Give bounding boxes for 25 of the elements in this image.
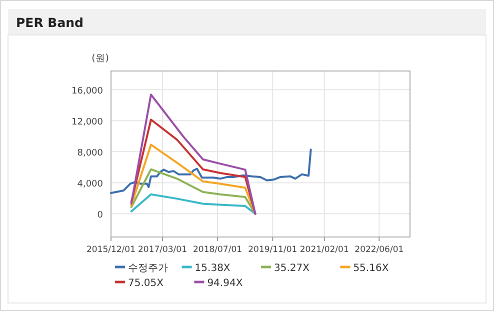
legend-label: 15.38X <box>194 263 230 274</box>
x-tick-label: 2021/02/01 <box>300 245 349 255</box>
y-tick-label: 16,000 <box>72 86 104 97</box>
line-series <box>130 118 256 215</box>
x-tick-label: 2017/03/01 <box>138 245 188 255</box>
y-tick-label: 4,000 <box>77 180 104 190</box>
legend-label: 수정주가 <box>128 263 168 274</box>
y-tick-label: 8,000 <box>77 148 104 159</box>
y-axis-title: (원) <box>92 53 109 64</box>
line-series <box>130 144 256 215</box>
x-tick-label: 2015/12/01 <box>86 245 136 255</box>
x-tick-label: 2022/06/01 <box>354 245 404 255</box>
line-series <box>130 94 256 215</box>
line-series <box>110 148 312 194</box>
line-series <box>130 193 256 215</box>
y-tick-label: 0 <box>97 210 104 221</box>
line-series <box>130 168 256 215</box>
legend-label: 35.27X <box>274 263 310 274</box>
legend-label: 55.16X <box>353 263 389 274</box>
legend-label: 94.94X <box>207 278 243 289</box>
legend-label: 75.05X <box>128 278 164 289</box>
chart-title: PER Band <box>16 15 84 30</box>
x-tick-label: 2018/07/01 <box>193 245 242 255</box>
y-tick-label: 12,000 <box>72 118 104 128</box>
x-tick-label: 2019/11/01 <box>248 245 298 255</box>
